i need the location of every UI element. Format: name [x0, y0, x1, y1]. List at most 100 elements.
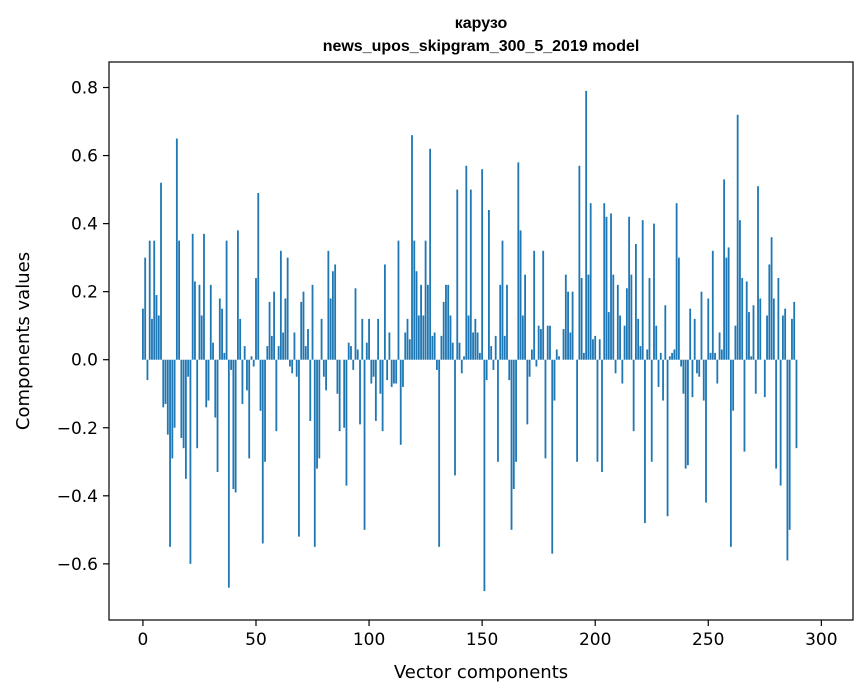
bar [415, 271, 418, 360]
bar [759, 298, 762, 360]
bar [257, 192, 260, 360]
bar [334, 264, 337, 360]
bar [700, 291, 703, 360]
bar [605, 216, 608, 360]
bar [478, 352, 481, 360]
bar [530, 349, 533, 360]
bar [284, 298, 287, 360]
bar [209, 284, 212, 360]
y-tick-label: −0.6 [57, 555, 98, 575]
bar [684, 359, 687, 469]
bar [352, 359, 355, 370]
bar [381, 359, 384, 432]
bar [404, 332, 407, 360]
bar [680, 359, 683, 367]
bar [295, 359, 298, 377]
bar [304, 346, 307, 360]
bar [718, 332, 721, 360]
bar [270, 335, 273, 360]
bar [501, 240, 504, 360]
bar [336, 359, 339, 394]
bar [544, 359, 547, 459]
bar [795, 359, 798, 449]
bar [632, 359, 635, 432]
bar [320, 318, 323, 360]
bar [316, 359, 318, 469]
bar [264, 359, 266, 462]
bar [212, 342, 214, 360]
bar [345, 359, 348, 486]
y-tick-label: −0.2 [57, 419, 98, 439]
bar [639, 346, 642, 360]
bar [691, 359, 694, 398]
bar [429, 148, 432, 360]
bar [227, 359, 230, 588]
y-axis-ticks: −0.6 −0.4 −0.2 0.0 0.2 0.4 0.6 0.8 [57, 79, 109, 575]
x-tick-label: 100 [353, 630, 385, 650]
bar [646, 349, 649, 360]
bar [549, 325, 551, 360]
bar [743, 359, 746, 452]
bar [571, 291, 574, 360]
bar [558, 356, 560, 360]
bar [578, 165, 581, 360]
bar [671, 352, 673, 360]
bar [275, 359, 278, 432]
bar [664, 305, 667, 360]
bar [614, 359, 617, 374]
bar [239, 318, 242, 360]
bar [379, 359, 382, 394]
bar [555, 349, 558, 360]
bar [741, 278, 744, 360]
bar [607, 312, 610, 360]
bar [225, 240, 228, 360]
y-tick-label: 0.4 [71, 215, 98, 235]
bar [497, 359, 499, 462]
bar [709, 352, 712, 360]
bar [146, 359, 149, 381]
bar [781, 315, 784, 360]
bar [592, 339, 594, 360]
bar [621, 359, 624, 384]
bar [770, 237, 773, 360]
bar [689, 308, 692, 360]
bar [503, 335, 506, 360]
bar [207, 359, 210, 401]
chart-title-line2: news_upos_skipgram_300_5_2019 model [323, 38, 640, 55]
bar [512, 359, 515, 489]
bar [725, 257, 728, 360]
bar [261, 359, 264, 544]
bar [205, 359, 208, 408]
bar [784, 308, 787, 360]
bar [716, 359, 719, 384]
bar [191, 233, 194, 360]
bar [203, 233, 205, 360]
bar [490, 346, 493, 360]
y-axis-label: Components values [13, 252, 34, 430]
bar [368, 318, 370, 360]
bar [551, 359, 554, 554]
bar [374, 359, 377, 421]
bar [696, 359, 698, 374]
bar [189, 359, 192, 564]
bar [711, 250, 714, 360]
bar [365, 342, 368, 360]
bar [519, 230, 522, 360]
bar [347, 342, 350, 360]
bar [750, 356, 753, 360]
bar [363, 359, 366, 530]
bar [456, 189, 459, 360]
bar [153, 240, 156, 360]
bar [729, 359, 732, 547]
bar [517, 162, 520, 360]
bar [720, 349, 723, 360]
bar [734, 325, 737, 360]
bar [492, 359, 495, 370]
bar [232, 359, 235, 489]
bar [194, 281, 196, 360]
bar [582, 352, 585, 360]
bar [144, 257, 147, 360]
bar [198, 284, 201, 360]
bar [241, 359, 244, 404]
bar [772, 298, 775, 360]
